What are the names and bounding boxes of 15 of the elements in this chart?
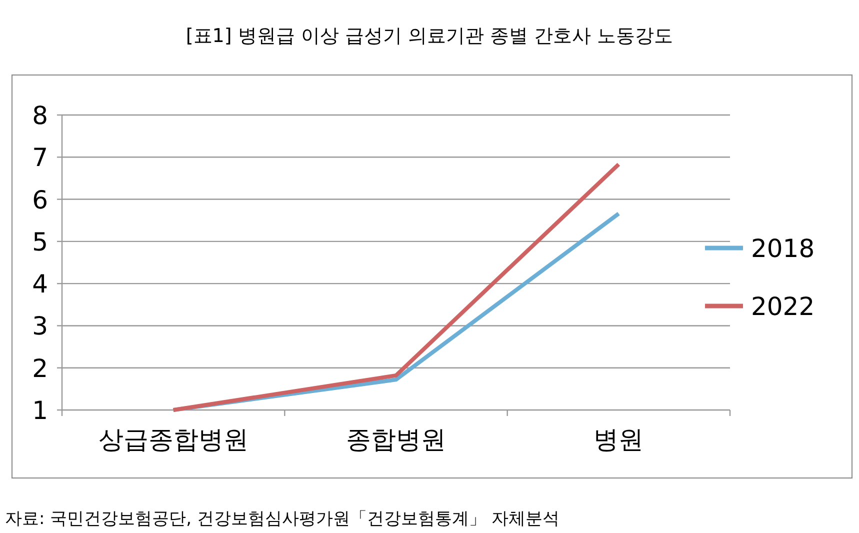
x-tick-label: 병원 [594,425,644,454]
text: 자료: 국민건강보험공단, 건강보험심사평가원「건강보험통계」 자체분석 [5,509,560,529]
y-tick-label: 7 [32,143,48,172]
y-tick-label: 1 [32,396,48,425]
legend-label: 2018 [751,234,815,263]
y-tick-label: 2 [32,354,48,383]
y-tick-label: 6 [32,185,48,214]
x-tick-label: 종합병원 [346,425,446,454]
legend-label: 2022 [751,292,815,321]
chart-title: [표1] 병원급 이상 급성기 의료기관 종별 간호사 노동강도 [186,25,674,47]
x-tick-label: 상급종합병원 [98,425,248,454]
y-tick-label: 3 [32,312,48,341]
y-tick-label: 5 [32,227,48,256]
y-tick-label: 4 [32,270,48,299]
y-tick-label: 8 [32,101,48,130]
